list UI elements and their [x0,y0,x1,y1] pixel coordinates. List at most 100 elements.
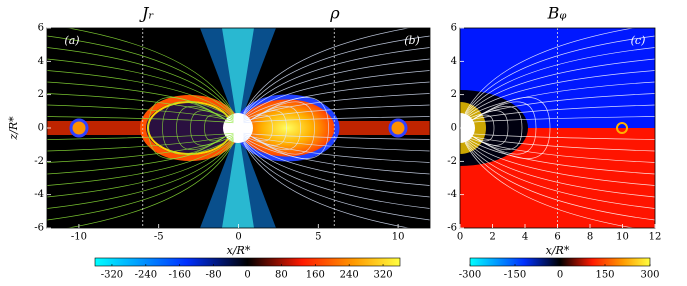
y-tick-label: -6 [34,223,44,234]
colorbar-tick-label: 300 [640,270,659,281]
colorbar-tick-label: 0 [244,270,250,281]
field-line [464,140,655,209]
field-line [464,104,655,122]
x-tick-label: 8 [587,232,593,243]
field-line [243,132,430,140]
field-line [47,141,234,221]
colorbar-tick-label: 80 [275,270,288,281]
field-line [464,70,655,119]
field-line [464,28,636,114]
field-line [250,110,287,146]
colorbar-tick-label: 240 [340,270,359,281]
field-line [243,136,430,175]
field-line [47,134,234,152]
field-line [243,141,430,221]
field-line [243,104,430,122]
x-tick-label: 5 [315,232,321,243]
y-tick-label: 6 [451,23,457,34]
x-tick-label: 4 [522,232,528,243]
colorbar-tick-label: -300 [459,270,481,281]
y-tick-label: 2 [38,89,44,100]
panel-title: Jᵣ [139,4,154,23]
field-line [162,101,227,155]
field-line [243,58,430,118]
colorbar-tick-label: 150 [595,270,614,281]
field-line [243,81,430,120]
field-line [243,140,430,209]
colorbar-tick-label: 160 [306,270,325,281]
field-line [243,93,430,121]
field-line [66,142,234,228]
field-line [190,110,227,146]
y-axis-label: z/R* [7,116,20,141]
field-line [471,110,509,146]
field-line [471,101,537,155]
colorbar-tick-label: -240 [135,270,157,281]
field-line [47,81,234,120]
field-line [464,93,655,121]
field-line [243,28,411,114]
field-line [243,135,430,163]
colorbar-tick-label: -320 [101,270,123,281]
field-line [47,70,234,119]
panel-label: (c) [631,34,646,47]
field-line [47,58,234,118]
y-tick-label: -4 [34,189,44,200]
colorbar-tick-label: -150 [504,270,526,281]
field-line [243,47,430,116]
y-tick-label: -2 [447,156,457,167]
colorbar-tick-label: 320 [374,270,393,281]
field-line [471,106,523,150]
x-tick-label: -10 [71,232,87,243]
field-line [464,81,655,120]
field-line [464,136,655,175]
field-line [47,116,234,124]
field-line [464,141,655,221]
field-line [47,137,234,186]
field-line [47,135,234,163]
field-line [464,116,655,124]
x-tick-label: 0 [457,232,463,243]
x-tick-label: 10 [392,232,405,243]
y-tick-label: 4 [451,56,457,67]
field-line [47,47,234,116]
field-line [243,116,430,124]
field-line [250,106,301,150]
field-line [243,70,430,119]
x-tick-label: 6 [554,232,560,243]
field-line [464,58,655,118]
panel-title: Bᵩ [547,4,567,23]
field-line [250,101,315,155]
field-line [464,142,636,228]
field-line [47,140,234,209]
field-image [460,28,655,228]
x-tick-label: 2 [489,232,495,243]
field-image [47,28,430,228]
field-line [243,142,411,228]
field-line [243,137,430,186]
y-tick-label: -2 [34,156,44,167]
field-line [250,97,329,159]
y-tick-label: 2 [451,89,457,100]
y-tick-label: 6 [38,23,44,34]
field-line [464,135,655,163]
panel-label: (a) [64,34,79,47]
x-tick-label: 0 [235,232,241,243]
field-line [47,35,234,115]
field-line [47,93,234,121]
field-line [243,35,430,115]
y-tick-label: 0 [451,123,457,134]
colorbar-tick-label: -80 [206,270,222,281]
field-line [464,35,655,115]
field-line [47,104,234,122]
field-line [464,138,655,198]
x-tick-label: -5 [154,232,164,243]
field-line [66,28,234,114]
x-tick-label: 12 [649,232,662,243]
field-line [204,114,227,142]
field-line [47,136,234,175]
field-line [243,134,430,152]
field-line [250,114,273,142]
colorbar-tick-label: -160 [168,270,190,281]
